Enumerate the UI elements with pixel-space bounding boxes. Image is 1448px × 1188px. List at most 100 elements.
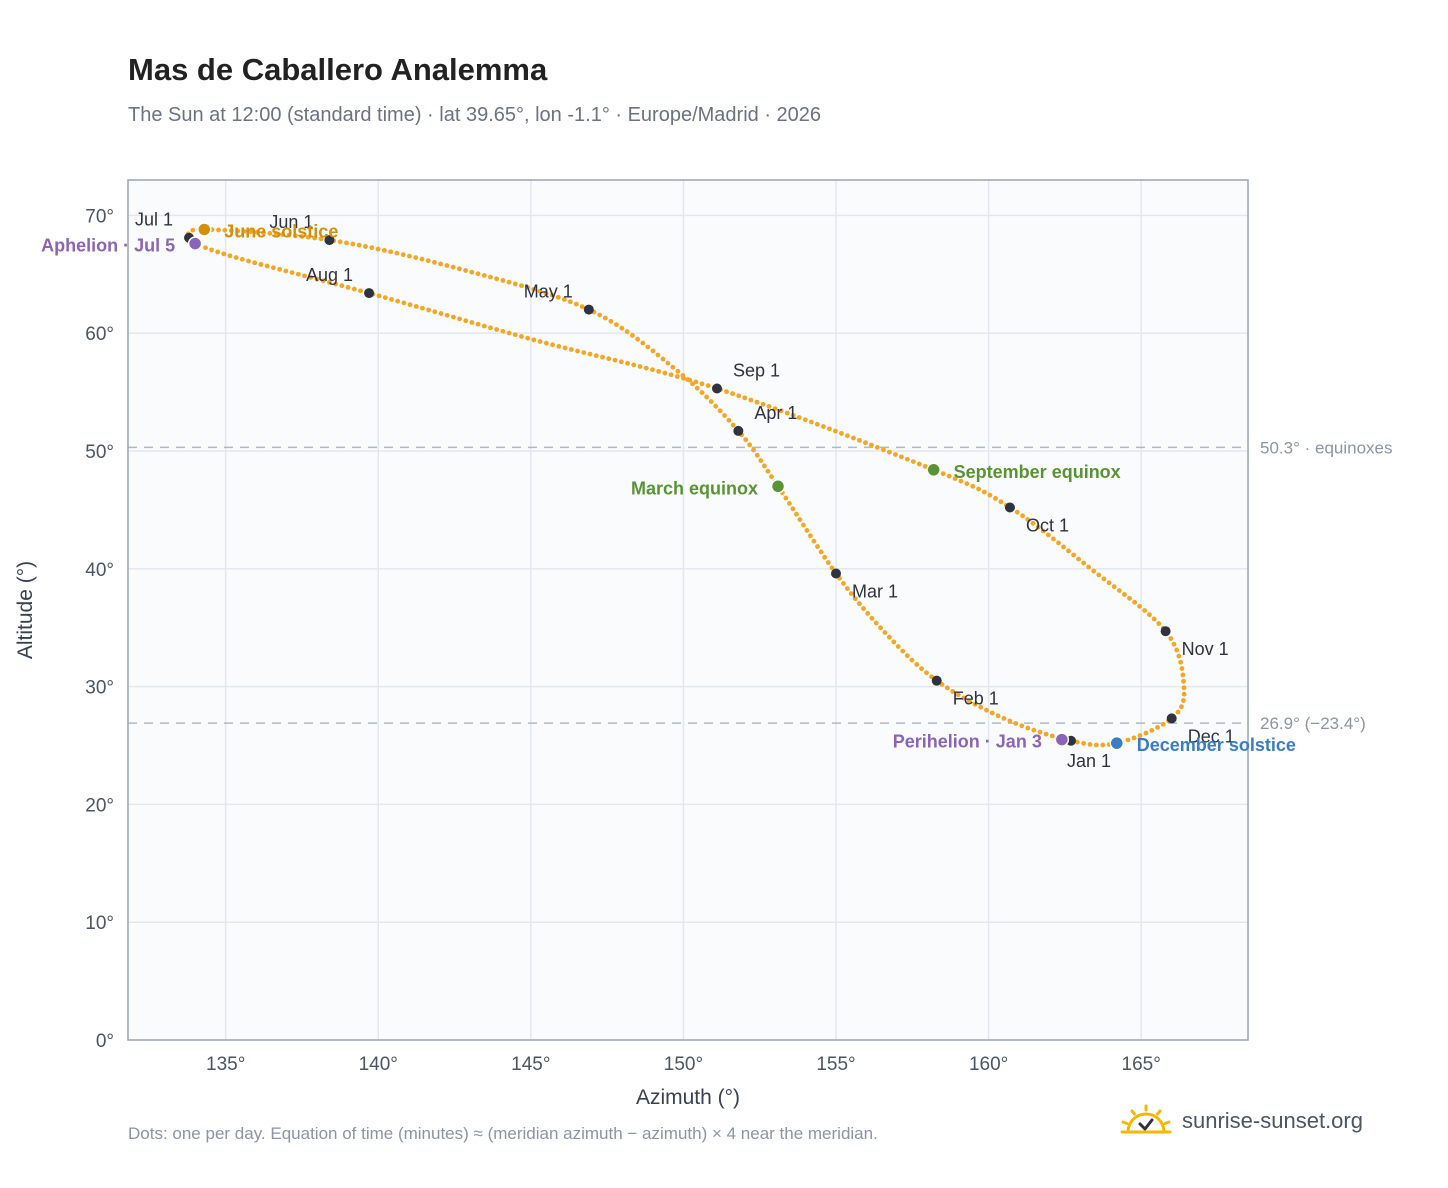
day-dot (766, 404, 772, 409)
day-dot (694, 385, 700, 391)
event-markers: June solstice Aphelion · Jul 5 March equin… (41, 221, 1296, 755)
day-dot (345, 284, 351, 290)
day-dot (916, 461, 922, 467)
event-label: June solstice (224, 221, 338, 241)
x-tick-label: 165° (1122, 1054, 1161, 1075)
day-dot (1137, 603, 1143, 609)
day-dot (742, 395, 748, 401)
day-dot (356, 242, 362, 248)
month-marker (1160, 626, 1171, 637)
day-dot (726, 417, 732, 423)
month-label: Apr 1 (754, 403, 797, 423)
x-axis-label: Azimuth (°) (636, 1086, 740, 1109)
day-dot (978, 704, 984, 710)
day-dot (873, 620, 879, 626)
day-dot (815, 544, 820, 549)
plot-frame (127, 179, 1249, 1041)
day-dot (940, 471, 946, 477)
day-dot (833, 428, 838, 434)
x-tick-label: 150° (664, 1054, 703, 1075)
day-dot (463, 318, 469, 324)
day-dot (1040, 528, 1046, 534)
day-dot (500, 328, 506, 334)
day-dot (286, 232, 292, 238)
day-dot (1049, 733, 1055, 739)
day-dot (407, 302, 413, 308)
day-dot (1066, 548, 1071, 554)
day-dot (567, 299, 573, 305)
day-dot (1031, 727, 1037, 733)
event-marker (926, 462, 941, 478)
month-label: Jul 1 (135, 210, 173, 230)
day-dot (1081, 560, 1087, 566)
day-dot (987, 492, 993, 498)
day-dot (924, 670, 929, 676)
day-dot (1181, 678, 1186, 684)
chart-title: Mas de Caballero Analemma (128, 52, 548, 87)
month-label: Dec 1 (1188, 726, 1235, 746)
day-dot (618, 359, 624, 365)
month-markers: Jan 1 Feb 1 Mar 1 Apr 1 May 1 Jun 1 Jul 1 Aug 1… (135, 210, 1235, 771)
day-dot (765, 468, 771, 474)
day-dot (898, 454, 904, 460)
sun-checkmark-icon (1120, 1104, 1172, 1134)
month-label: May 1 (524, 282, 573, 302)
day-dot (848, 591, 854, 596)
month-label: Jan 1 (1067, 751, 1111, 771)
day-dot (1116, 588, 1122, 593)
day-dot (1046, 532, 1051, 538)
month-marker (733, 425, 744, 436)
brand-logo[interactable]: sunrise-sunset.org (1120, 1104, 1363, 1138)
axis-ticks: 135° 140° 145° 150° 155° 160° 165° 0° 10° 20° 30° 4… (85, 206, 1161, 1075)
day-dot (964, 481, 970, 487)
day-dot (1019, 723, 1025, 729)
day-dot (1132, 599, 1138, 605)
day-dot (1071, 552, 1076, 558)
day-dot (630, 332, 635, 338)
day-dot (273, 231, 279, 237)
day-dot (555, 294, 561, 300)
day-dot (573, 301, 579, 307)
day-dot (1074, 739, 1080, 745)
month-marker (364, 288, 375, 299)
day-dot (432, 309, 438, 315)
day-dot (562, 345, 568, 351)
day-dot (1096, 572, 1102, 578)
day-dot (670, 364, 676, 370)
day-dot (264, 263, 270, 269)
day-dot (216, 227, 221, 233)
day-dot (1142, 608, 1147, 613)
day-dot (581, 350, 587, 355)
month-label: Sep 1 (733, 361, 780, 381)
day-dot (1143, 730, 1149, 736)
day-dot (388, 249, 394, 255)
day-dot (512, 332, 518, 338)
day-dot (333, 281, 339, 287)
day-dot (736, 393, 742, 399)
day-dot (1035, 524, 1041, 530)
day-dot (699, 381, 705, 387)
day-dot (1056, 540, 1061, 546)
day-dot (787, 501, 792, 506)
day-dot (976, 486, 981, 492)
day-dot (258, 262, 264, 267)
event-marker (197, 222, 212, 237)
day-dot (1181, 685, 1187, 691)
day-dot (293, 233, 298, 239)
day-dot (318, 236, 324, 242)
day-dot (475, 271, 481, 277)
day-dot (525, 285, 531, 290)
day-dot (190, 227, 196, 233)
day-dot (754, 452, 760, 458)
day-dot (1122, 592, 1127, 597)
day-dot (895, 644, 901, 649)
day-dot (463, 268, 468, 273)
day-dot (704, 394, 710, 400)
day-dot (270, 265, 276, 271)
day-dot (1086, 564, 1092, 570)
day-dot (802, 417, 808, 423)
day-dot (790, 506, 796, 512)
day-dot (660, 356, 666, 362)
day-dot (1037, 729, 1043, 735)
month-label: Oct 1 (1026, 516, 1069, 536)
